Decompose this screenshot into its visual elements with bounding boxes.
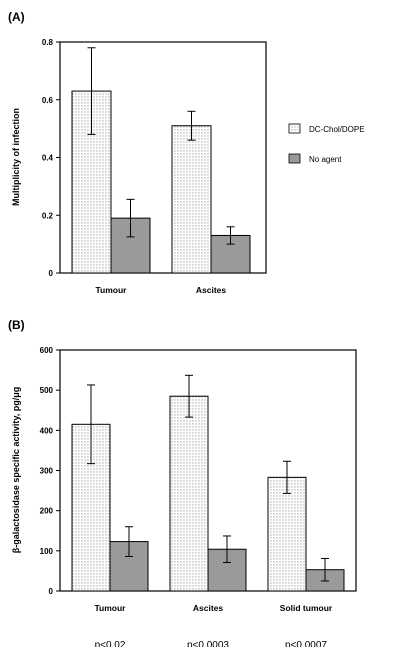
y-tick-label: 0.6 bbox=[42, 96, 54, 105]
bar-dc-chol bbox=[171, 125, 212, 274]
panel-a-label: (A) bbox=[8, 10, 25, 24]
panel-b-chart: 0 100 200 300 400 500 600 Tumour p<0.02 Ascites p<… bbox=[40, 346, 357, 647]
x-category-label: Ascites bbox=[193, 603, 224, 613]
y-tick-label: 0.4 bbox=[42, 154, 54, 163]
legend: DC-Chol/DOPE No agent bbox=[288, 123, 365, 164]
x-category-label: Tumour bbox=[94, 603, 126, 613]
panel-b-y-axis-title: β-galactosidase specific activity, pg/μg bbox=[11, 387, 21, 553]
x-category-label: Ascites bbox=[196, 285, 227, 295]
legend-swatch-no-agent bbox=[288, 153, 301, 164]
p-value-label: p<0.0003 bbox=[187, 640, 229, 647]
panel-b-label: (B) bbox=[8, 318, 25, 332]
y-tick-label: 400 bbox=[40, 426, 54, 435]
panel-a-chart: 0 0.2 0.4 0.6 0.8 Tumour Ascites bbox=[42, 38, 267, 295]
p-value-label: p<0.0007 bbox=[285, 640, 327, 647]
legend-label-no-agent: No agent bbox=[309, 155, 342, 164]
y-tick-label: 0.2 bbox=[42, 211, 54, 220]
bar-dc-chol bbox=[169, 395, 209, 592]
y-tick-label: 200 bbox=[40, 507, 54, 516]
p-value-label: p<0.02 bbox=[95, 640, 126, 647]
y-tick-label: 100 bbox=[40, 547, 54, 556]
y-tick-label: 500 bbox=[40, 386, 54, 395]
y-tick-label: 0 bbox=[49, 587, 54, 596]
y-tick-label: 300 bbox=[40, 467, 54, 476]
legend-label-dc-chol: DC-Chol/DOPE bbox=[309, 125, 365, 134]
x-category-label: Tumour bbox=[95, 285, 127, 295]
y-tick-label: 600 bbox=[40, 346, 54, 355]
panel-a-y-axis-title: Multiplicity of infection bbox=[11, 108, 21, 206]
bar-dc-chol bbox=[267, 476, 307, 592]
legend-swatch-dc-chol bbox=[288, 123, 301, 134]
x-category-label: Solid tumour bbox=[280, 603, 333, 613]
y-tick-label: 0.8 bbox=[42, 38, 54, 47]
y-tick-label: 0 bbox=[49, 269, 54, 278]
